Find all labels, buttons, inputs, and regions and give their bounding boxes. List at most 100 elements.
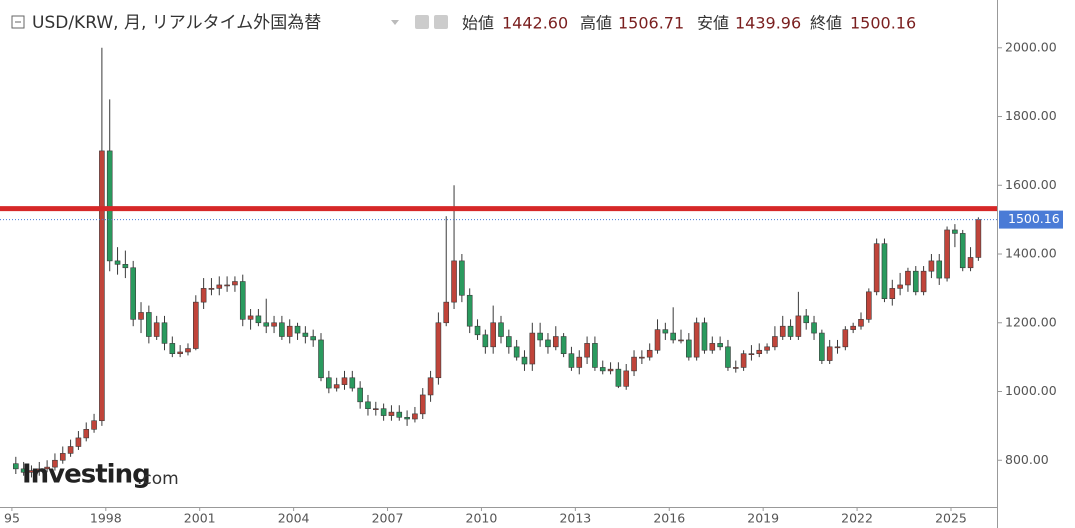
- ohlc-label: 終値: [810, 14, 842, 33]
- candle-body: [662, 329, 669, 334]
- candle-body: [490, 322, 496, 348]
- candle-body: [858, 319, 864, 327]
- candle-body: [748, 353, 755, 355]
- candle-body: [513, 346, 520, 358]
- candle-body: [28, 470, 35, 473]
- candle-body: [866, 291, 872, 320]
- candle-body: [740, 353, 747, 368]
- candle-body: [545, 339, 551, 348]
- candle-body: [764, 346, 770, 351]
- candle-body: [239, 281, 246, 320]
- y-tick-label: 1800.00: [1005, 108, 1057, 123]
- candle-body: [850, 325, 856, 330]
- y-tick-label: 1000.00: [1005, 383, 1057, 398]
- candle-body: [936, 260, 943, 279]
- candle-body: [146, 312, 152, 337]
- settings-icon[interactable]: [434, 15, 448, 29]
- candle-body: [732, 367, 739, 369]
- candle-body: [459, 260, 465, 296]
- candle-body: [881, 243, 888, 300]
- ohlc-label: 始値: [462, 14, 494, 33]
- candle-body: [114, 260, 121, 265]
- candle-body: [811, 322, 817, 334]
- x-tick-label: 2010: [466, 511, 498, 526]
- candle-body: [466, 294, 473, 327]
- candle-body: [263, 322, 270, 327]
- candle-body: [498, 322, 504, 337]
- ohlc-value: 1439.96: [735, 14, 801, 33]
- candle-body: [247, 315, 254, 320]
- candle-body: [654, 329, 661, 351]
- candle-body: [302, 332, 309, 337]
- candle-body: [99, 150, 105, 422]
- candle-body: [255, 315, 262, 324]
- watermark: Investing .com: [22, 460, 179, 490]
- candle-body: [52, 459, 58, 468]
- candle-body: [380, 408, 387, 416]
- eye-icon[interactable]: [415, 15, 429, 29]
- candle-body: [310, 336, 316, 341]
- candle-body: [552, 336, 559, 348]
- candle-body: [388, 411, 395, 416]
- ohlc-value: 1500.16: [850, 14, 916, 33]
- ohlc-value: 1506.71: [618, 14, 684, 33]
- candle-body: [803, 315, 810, 324]
- candle-body: [779, 325, 786, 337]
- candle-body: [372, 408, 379, 410]
- candle-body: [826, 346, 833, 361]
- candle-body: [326, 377, 332, 389]
- candle-body: [834, 346, 841, 349]
- candle-body: [404, 416, 410, 420]
- candle-body: [537, 332, 543, 341]
- candle-body: [122, 264, 129, 269]
- candle-body: [897, 284, 903, 289]
- x-tick-label: 2019: [747, 511, 779, 526]
- candle-body: [365, 401, 371, 409]
- ohlc-label: 安値: [697, 14, 729, 33]
- candle-body: [91, 420, 97, 430]
- candle-body: [279, 322, 285, 337]
- candle-body: [795, 315, 802, 337]
- x-tick-label: 1998: [90, 511, 122, 526]
- candle-body: [412, 413, 418, 420]
- candle-body: [67, 446, 74, 454]
- candle-body: [756, 349, 763, 354]
- candle-body: [787, 325, 794, 337]
- candle-body: [607, 368, 614, 372]
- candle-body: [83, 429, 90, 439]
- ohlc-header: 始値 1442.60 高値 1506.71 安値 1439.96 終値 1500.16: [462, 14, 916, 33]
- candle-body: [451, 260, 457, 303]
- candle-body: [482, 334, 489, 348]
- candle-body: [772, 336, 778, 348]
- candle-body: [20, 468, 27, 473]
- candle-body: [592, 343, 598, 368]
- candle-body: [130, 267, 136, 320]
- y-tick-label: 1200.00: [1005, 314, 1057, 329]
- candle-body: [967, 257, 974, 269]
- candle-body: [975, 219, 982, 258]
- plot-area: [0, 47, 997, 478]
- candle-body: [357, 387, 363, 403]
- candle-body: [36, 468, 43, 471]
- candle-body: [177, 351, 183, 354]
- candle-body: [427, 377, 434, 396]
- candle-body: [944, 229, 950, 279]
- candle-body: [615, 368, 622, 387]
- candle-body: [568, 353, 575, 368]
- dropdown-arrow[interactable]: [391, 20, 399, 25]
- candle-body: [686, 339, 692, 358]
- candle-body: [623, 370, 630, 387]
- x-tick-label: 2022: [841, 511, 873, 526]
- candle-body: [920, 270, 927, 293]
- candle-body: [75, 437, 82, 447]
- candle-body: [717, 343, 723, 348]
- candle-body: [153, 322, 160, 337]
- candle-body: [842, 329, 849, 348]
- candle-body: [44, 466, 50, 470]
- candle-body: [584, 343, 590, 358]
- candle-body: [576, 356, 583, 368]
- candle-body: [639, 356, 645, 359]
- candle-body: [474, 325, 481, 336]
- candle-body: [889, 288, 896, 300]
